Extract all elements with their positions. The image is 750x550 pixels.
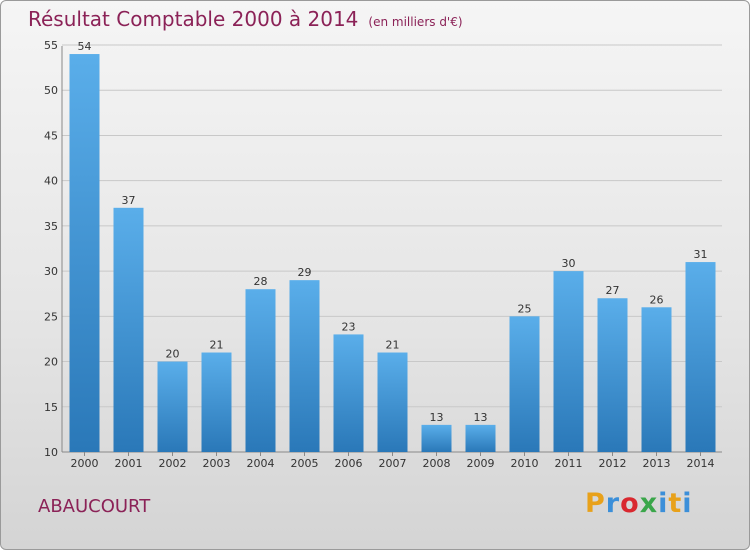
data-label: 13 <box>430 411 444 424</box>
x-tick-label: 2006 <box>335 457 363 470</box>
data-label: 23 <box>342 320 356 333</box>
x-tick-label: 2009 <box>467 457 495 470</box>
x-tick-label: 2008 <box>423 457 451 470</box>
data-label: 30 <box>562 257 576 270</box>
data-label: 13 <box>474 411 488 424</box>
data-label: 20 <box>166 348 180 361</box>
x-tick-label: 2012 <box>599 457 627 470</box>
x-tick-label: 2010 <box>511 457 539 470</box>
bar <box>69 54 100 453</box>
y-tick-label: 25 <box>44 310 58 323</box>
data-label: 21 <box>386 339 400 352</box>
bar <box>685 262 716 452</box>
place-name: ABAUCOURT <box>38 496 151 517</box>
y-tick-label: 55 <box>44 39 58 52</box>
data-label: 27 <box>606 284 620 297</box>
y-tick-label: 35 <box>44 220 58 233</box>
x-tick-label: 2002 <box>159 457 187 470</box>
data-label: 37 <box>122 194 136 207</box>
x-tick-label: 2011 <box>555 457 583 470</box>
y-tick-label: 10 <box>44 446 58 459</box>
bar <box>465 424 496 452</box>
bar <box>509 316 540 452</box>
x-tick-label: 2000 <box>71 457 99 470</box>
bar <box>421 424 452 452</box>
x-tick-label: 2014 <box>687 457 715 470</box>
data-label: 31 <box>694 248 708 261</box>
data-label: 26 <box>650 293 664 306</box>
bar <box>157 361 188 452</box>
x-tick-label: 2004 <box>247 457 275 470</box>
data-label: 28 <box>254 275 268 288</box>
data-label: 29 <box>298 266 312 279</box>
bar <box>333 334 364 452</box>
y-tick-label: 15 <box>44 401 58 414</box>
title-text: Résultat Comptable 2000 à 2014 <box>28 7 359 31</box>
data-label: 21 <box>210 339 224 352</box>
y-tick-label: 45 <box>44 129 58 142</box>
data-label: 25 <box>518 302 532 315</box>
chart-subtitle: (en milliers d'€) <box>368 15 463 29</box>
bar <box>201 352 232 452</box>
bar <box>113 207 144 452</box>
bar <box>289 280 320 452</box>
y-tick-label: 30 <box>44 265 58 278</box>
data-label: 54 <box>78 40 92 53</box>
proxiti-logo: Proxiti <box>585 488 693 519</box>
bar <box>377 352 408 452</box>
x-tick-label: 2007 <box>379 457 407 470</box>
x-tick-label: 2001 <box>115 457 143 470</box>
bar <box>641 307 672 452</box>
y-tick-label: 40 <box>44 175 58 188</box>
bar <box>245 289 276 452</box>
bar <box>553 271 584 452</box>
chart-title: Résultat Comptable 2000 à 2014 (en millie… <box>28 7 463 31</box>
y-tick-label: 20 <box>44 356 58 369</box>
y-tick-label: 50 <box>44 84 58 97</box>
x-tick-label: 2013 <box>643 457 671 470</box>
x-tick-label: 2003 <box>203 457 231 470</box>
bar <box>597 298 628 452</box>
x-tick-label: 2005 <box>291 457 319 470</box>
